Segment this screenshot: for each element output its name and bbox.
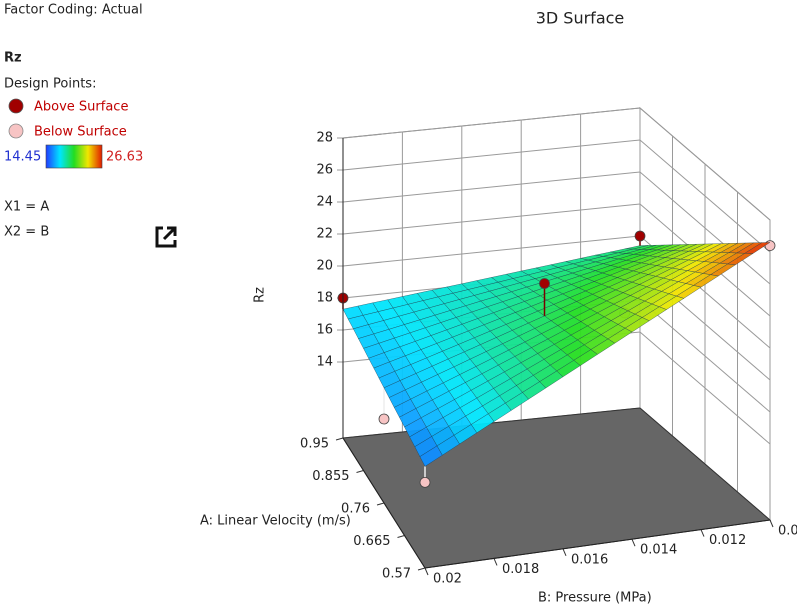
z-tick-label: 14 <box>316 355 333 370</box>
x-tick-label: 0.855 <box>312 469 349 484</box>
factor-coding: Factor Coding: Actual <box>4 3 143 18</box>
y-tick-label: 0.014 <box>640 543 677 558</box>
y-tick-label: 0.018 <box>502 562 539 577</box>
x-tick <box>417 567 426 571</box>
x-axis-title: A: Linear Velocity (m/s) <box>200 514 351 529</box>
z-tick-label: 18 <box>316 291 333 306</box>
design-point <box>764 240 776 252</box>
chart-title: 3D Surface <box>536 9 625 28</box>
x-tick <box>335 437 344 441</box>
y-tick <box>769 519 774 528</box>
z-tick-label: 26 <box>316 163 333 178</box>
y-tick-label: 0.02 <box>433 572 462 587</box>
design-point <box>378 413 390 425</box>
color-bar <box>45 144 103 169</box>
export-icon[interactable] <box>155 226 177 248</box>
legend-above: Above Surface <box>34 100 128 115</box>
x-tick-label: 0.95 <box>300 437 329 452</box>
design-point <box>634 230 646 242</box>
y-tick <box>631 539 636 547</box>
axis-edge <box>424 519 771 569</box>
x-tick <box>397 535 405 538</box>
y-tick <box>562 548 567 556</box>
x-tick <box>376 502 385 506</box>
design-point <box>539 278 550 289</box>
z-tick-label: 24 <box>316 195 333 210</box>
z-tick-label: 22 <box>316 227 333 242</box>
y-tick-label: 0.016 <box>571 552 608 567</box>
y-axis-title: B: Pressure (MPa) <box>538 591 652 606</box>
surface-cell <box>419 445 443 467</box>
export-button[interactable] <box>153 224 179 250</box>
y-tick-label: 0.012 <box>709 533 746 548</box>
legend-below: Below Surface <box>34 125 127 140</box>
x2-definition: X2 = B <box>4 225 49 240</box>
design-points-label: Design Points: <box>4 77 96 92</box>
response-name: Rz <box>4 51 22 66</box>
color-min: 14.45 <box>4 150 41 165</box>
x-tick-label: 0.665 <box>353 534 390 549</box>
legend-marker-below <box>8 123 24 139</box>
y-tick-label: 0.01 <box>778 524 797 539</box>
legend-marker-above <box>8 98 24 114</box>
x1-definition: X1 = A <box>4 200 49 215</box>
x-tick <box>356 470 364 473</box>
y-tick <box>493 558 498 566</box>
y-tick <box>424 567 429 576</box>
axis-edge <box>342 437 426 569</box>
x-tick-label: 0.57 <box>382 567 411 582</box>
y-tick <box>700 529 705 537</box>
color-max: 26.63 <box>106 150 143 165</box>
z-tick-label: 20 <box>316 259 333 274</box>
z-tick-label: 28 <box>316 131 333 146</box>
z-tick-label: 16 <box>316 323 333 338</box>
z-axis-title: Rz <box>253 287 268 303</box>
design-point <box>419 476 431 488</box>
export-arrow[interactable] <box>162 226 177 241</box>
x-tick-label: 0.76 <box>341 502 370 517</box>
